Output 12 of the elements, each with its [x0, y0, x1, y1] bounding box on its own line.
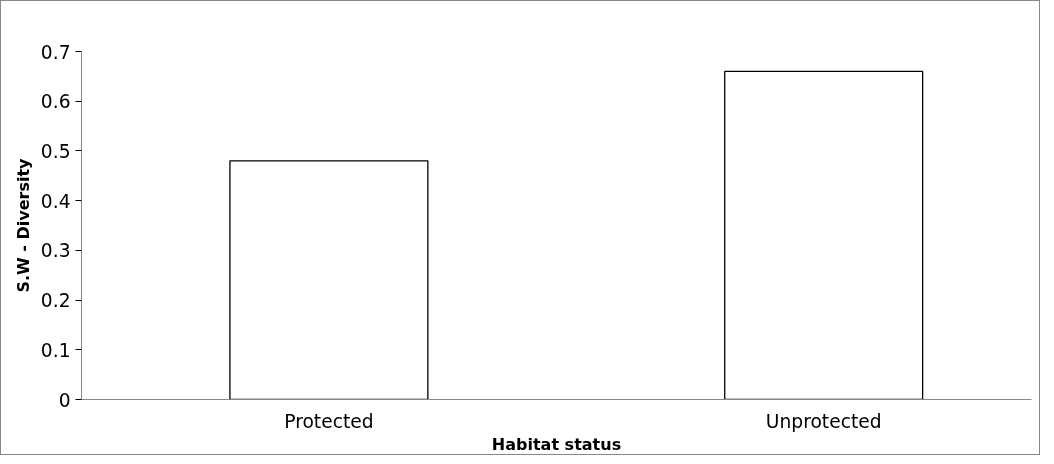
- x-tick-label: Unprotected: [765, 410, 882, 432]
- y-tick-label: 0.6: [40, 91, 71, 113]
- y-tick-label: 0: [58, 389, 71, 411]
- y-tick-label: 0.7: [40, 41, 71, 63]
- y-tick-label: 0.5: [40, 140, 71, 162]
- y-tick-label: 0.2: [40, 290, 71, 312]
- y-tick-label: 0.1: [40, 339, 71, 361]
- y-tick-label: 0.4: [40, 190, 71, 212]
- y-axis-title: S.W - Diversity: [13, 157, 33, 293]
- y-tick-label: 0.3: [40, 240, 71, 262]
- x-axis-title: Habitat status: [491, 434, 622, 454]
- x-tick-label: Protected: [284, 410, 374, 432]
